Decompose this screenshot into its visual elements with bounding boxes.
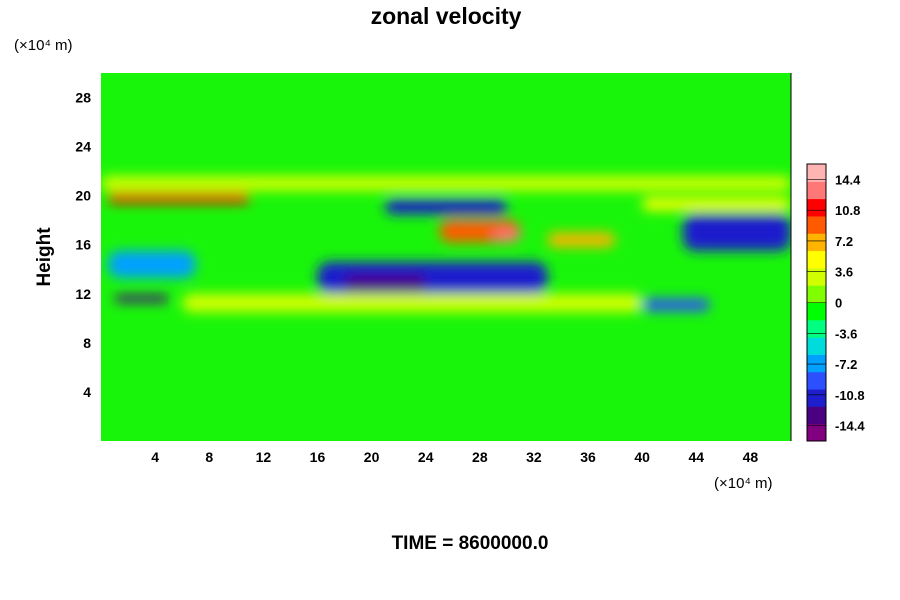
x-tick-label: 24 (418, 449, 434, 465)
y-tick-label: 12 (75, 286, 91, 302)
y-tick-label: 20 (75, 188, 91, 204)
colorbar-tick-label: 3.6 (835, 265, 853, 280)
colorbar-tick-label: -14.4 (835, 419, 865, 434)
velocity-patch-10 (114, 295, 169, 303)
colorbar-swatch (807, 164, 826, 182)
colorbar-swatch (807, 302, 826, 321)
x-tick-label: 28 (472, 449, 488, 465)
velocity-patch-0 (107, 193, 250, 204)
velocity-patch-1 (385, 199, 507, 215)
x-tick-label: 36 (580, 449, 596, 465)
x-tick-label: 16 (310, 449, 326, 465)
x-axis-ticks: 4 8 12 16 20 24 28 32 36 40 44 48 (151, 449, 758, 465)
colorbar-swatch (807, 406, 826, 425)
colorbar-swatch (807, 181, 826, 200)
colorbar-swatch (807, 215, 826, 234)
y-tick-label: 28 (75, 90, 91, 106)
velocity-patch-13 (101, 176, 791, 191)
x-tick-label: 4 (151, 449, 159, 465)
y-axis-unit: (×10⁴ m) (14, 37, 73, 54)
x-tick-label: 8 (205, 449, 213, 465)
chart-title: zonal velocity (371, 3, 522, 29)
velocity-patch-9 (344, 275, 426, 292)
colorbar-tick-label: 14.4 (835, 172, 861, 187)
x-tick-label: 48 (743, 449, 759, 465)
colorbar-swatch (807, 267, 826, 286)
y-tick-label: 16 (75, 237, 91, 253)
y-tick-label: 24 (75, 139, 91, 155)
velocity-patch-4 (547, 232, 616, 248)
y-axis-ticks: 4 8 12 16 20 24 28 (75, 90, 91, 400)
x-axis-unit: (×10⁴ m) (714, 475, 773, 492)
x-tick-label: 40 (634, 449, 650, 465)
velocity-patch-11 (642, 298, 710, 311)
colorbar-ticks: 14.4 10.8 7.2 3.6 0 -3.6 -7.2 -10.8 -14.4 (807, 172, 865, 434)
colorbar-swatch (807, 389, 826, 407)
colorbar-tick-label: -10.8 (835, 388, 865, 403)
colorbar-tick-label: -3.6 (835, 326, 857, 341)
colorbar-swatch (807, 250, 826, 269)
colorbar-swatch (807, 423, 826, 442)
time-footer: TIME = 8600000.0 (392, 533, 549, 554)
colorbar-tick-label: -7.2 (835, 357, 857, 372)
velocity-patch-7 (107, 250, 196, 278)
x-tick-label: 20 (364, 449, 380, 465)
x-tick-label: 32 (526, 449, 542, 465)
velocity-patch-3 (493, 230, 521, 242)
velocity-patch-5 (642, 198, 791, 211)
colorbar-swatch (807, 198, 826, 217)
y-tick-label: 4 (83, 384, 91, 400)
x-tick-label: 44 (689, 449, 705, 465)
colorbar-swatch (807, 371, 826, 390)
plot-background (101, 73, 791, 441)
colorbar-swatch (807, 285, 826, 303)
colorbar-swatch (807, 337, 826, 355)
y-tick-label: 8 (83, 335, 91, 351)
colorbar (807, 164, 826, 442)
velocity-patch-6 (682, 214, 791, 251)
colorbar-tick-label: 0 (835, 296, 842, 311)
colorbar-swatch (807, 354, 826, 373)
colorbar-tick-label: 10.8 (835, 203, 860, 218)
colorbar-tick-label: 7.2 (835, 234, 853, 249)
y-axis-label: Height (34, 227, 55, 287)
colorbar-swatch (807, 319, 826, 338)
x-tick-label: 12 (256, 449, 272, 465)
colorbar-swatch (807, 233, 826, 252)
velocity-patch-12 (182, 293, 643, 313)
plot-area (101, 73, 791, 441)
